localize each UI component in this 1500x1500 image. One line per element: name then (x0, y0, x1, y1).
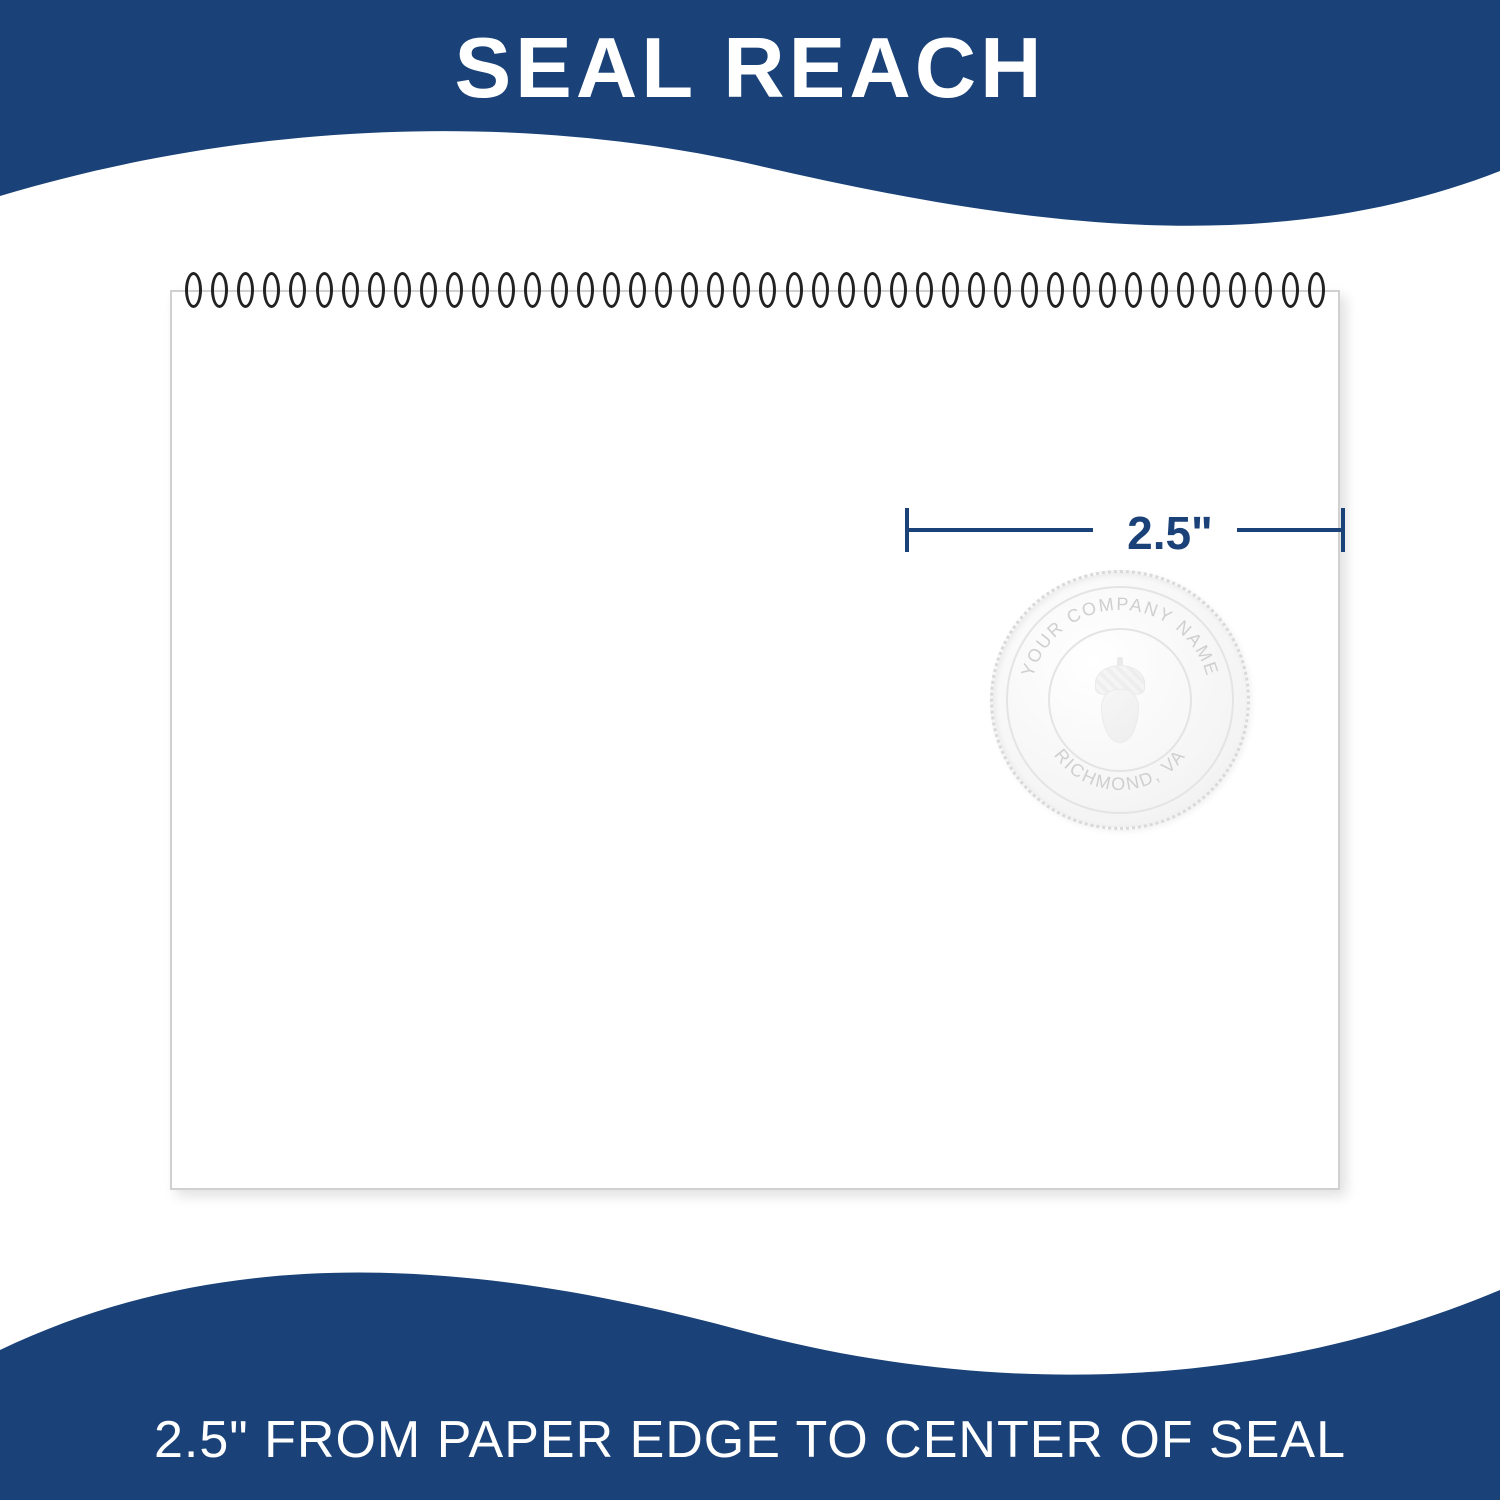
spiral-ring-icon (289, 272, 306, 308)
spiral-ring-icon (342, 272, 359, 308)
spiral-ring-icon (603, 272, 620, 308)
spiral-ring-icon (942, 272, 959, 308)
spiral-ring-icon (368, 272, 385, 308)
spiral-ring-icon (524, 272, 541, 308)
spiral-ring-icon (1021, 272, 1038, 308)
measure-line-left (905, 528, 1093, 532)
spiral-ring-icon (211, 272, 228, 308)
spiral-ring-icon (968, 272, 985, 308)
spiral-ring-icon (472, 272, 489, 308)
spiral-ring-icon (786, 272, 803, 308)
spiral-ring-icon (237, 272, 254, 308)
spiral-ring-icon (1099, 272, 1116, 308)
spiral-ring-icon (1282, 272, 1299, 308)
spiral-ring-icon (733, 272, 750, 308)
page-title: SEAL REACH (0, 20, 1500, 118)
spiral-ring-icon (394, 272, 411, 308)
spiral-ring-icon (446, 272, 463, 308)
spiral-ring-icon (890, 272, 907, 308)
spiral-ring-icon (1047, 272, 1064, 308)
footer-caption: 2.5" FROM PAPER EDGE TO CENTER OF SEAL (0, 1410, 1500, 1470)
measure-line-right (1237, 528, 1345, 532)
spiral-ring-icon (316, 272, 333, 308)
spiral-ring-icon (916, 272, 933, 308)
spiral-ring-icon (838, 272, 855, 308)
spiral-ring-icon (812, 272, 829, 308)
spiral-ring-icon (420, 272, 437, 308)
spiral-ring-icon (1255, 272, 1272, 308)
measure-cap-right-icon (1341, 508, 1345, 552)
reach-measurement: 2.5" (905, 500, 1345, 560)
spiral-ring-icon (629, 272, 646, 308)
spiral-ring-icon (1308, 272, 1325, 308)
footer-banner: 2.5" FROM PAPER EDGE TO CENTER OF SEAL (0, 1220, 1500, 1500)
header-banner: SEAL REACH (0, 0, 1500, 250)
spiral-ring-icon (707, 272, 724, 308)
spiral-ring-icon (1151, 272, 1168, 308)
spiral-ring-icon (185, 272, 202, 308)
spiral-ring-icon (864, 272, 881, 308)
spiral-ring-icon (1203, 272, 1220, 308)
spiral-ring-icon (263, 272, 280, 308)
measure-value-label: 2.5" (1105, 506, 1235, 560)
spiral-ring-icon (759, 272, 776, 308)
spiral-ring-icon (498, 272, 515, 308)
spiral-ring-icon (994, 272, 1011, 308)
spiral-ring-icon (655, 272, 672, 308)
spiral-ring-icon (551, 272, 568, 308)
acorn-icon (1093, 665, 1147, 745)
spiral-binding (185, 272, 1325, 312)
spiral-ring-icon (1125, 272, 1142, 308)
spiral-ring-icon (577, 272, 594, 308)
spiral-ring-icon (1177, 272, 1194, 308)
embossed-seal: YOUR COMPANY NAME RICHMOND, VA (990, 570, 1250, 830)
spiral-ring-icon (1229, 272, 1246, 308)
seal-location-text: RICHMOND, VA (1050, 745, 1189, 794)
spiral-ring-icon (681, 272, 698, 308)
spiral-ring-icon (1073, 272, 1090, 308)
